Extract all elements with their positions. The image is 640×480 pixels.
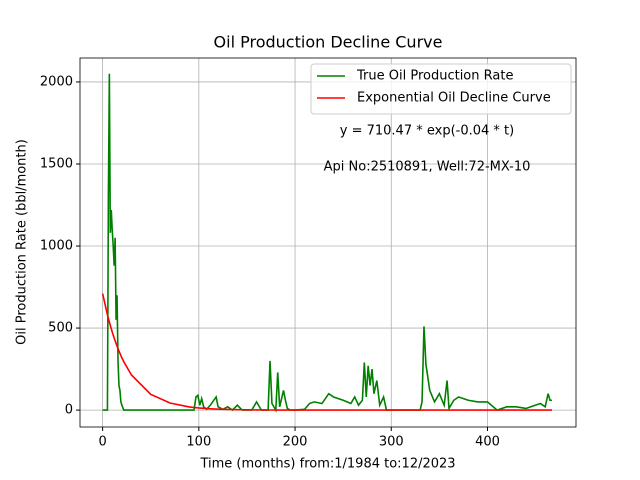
y-tick-label: 1500 (40, 156, 73, 171)
x-tick-label: 100 (186, 435, 211, 450)
annotation: Api No:2510891, Well:72-MX-10 (324, 160, 531, 175)
x-tick-label: 0 (98, 435, 106, 450)
legend-box (310, 63, 572, 115)
legend-label: Exponential Oil Decline Curve (357, 91, 551, 106)
y-tick-label: 0 (65, 403, 73, 418)
y-axis-label: Oil Production Rate (bbl/month) (15, 139, 30, 345)
y-tick-label: 1000 (40, 239, 73, 254)
series-line (101, 293, 552, 411)
y-tick-label: 2000 (40, 74, 73, 89)
plot-frame (79, 57, 577, 428)
x-axis-label: Time (months) from:1/1984 to:12/2023 (199, 457, 455, 472)
x-tick-label: 300 (379, 435, 404, 450)
chart-title: Oil Production Decline Curve (214, 33, 443, 52)
annotation: y = 710.47 * exp(-0.04 * t) (340, 124, 514, 139)
y-tick-label: 500 (48, 321, 73, 336)
x-tick-label: 200 (283, 435, 308, 450)
legend-label: True Oil Production Rate (356, 69, 513, 84)
x-tick-label: 400 (475, 435, 500, 450)
